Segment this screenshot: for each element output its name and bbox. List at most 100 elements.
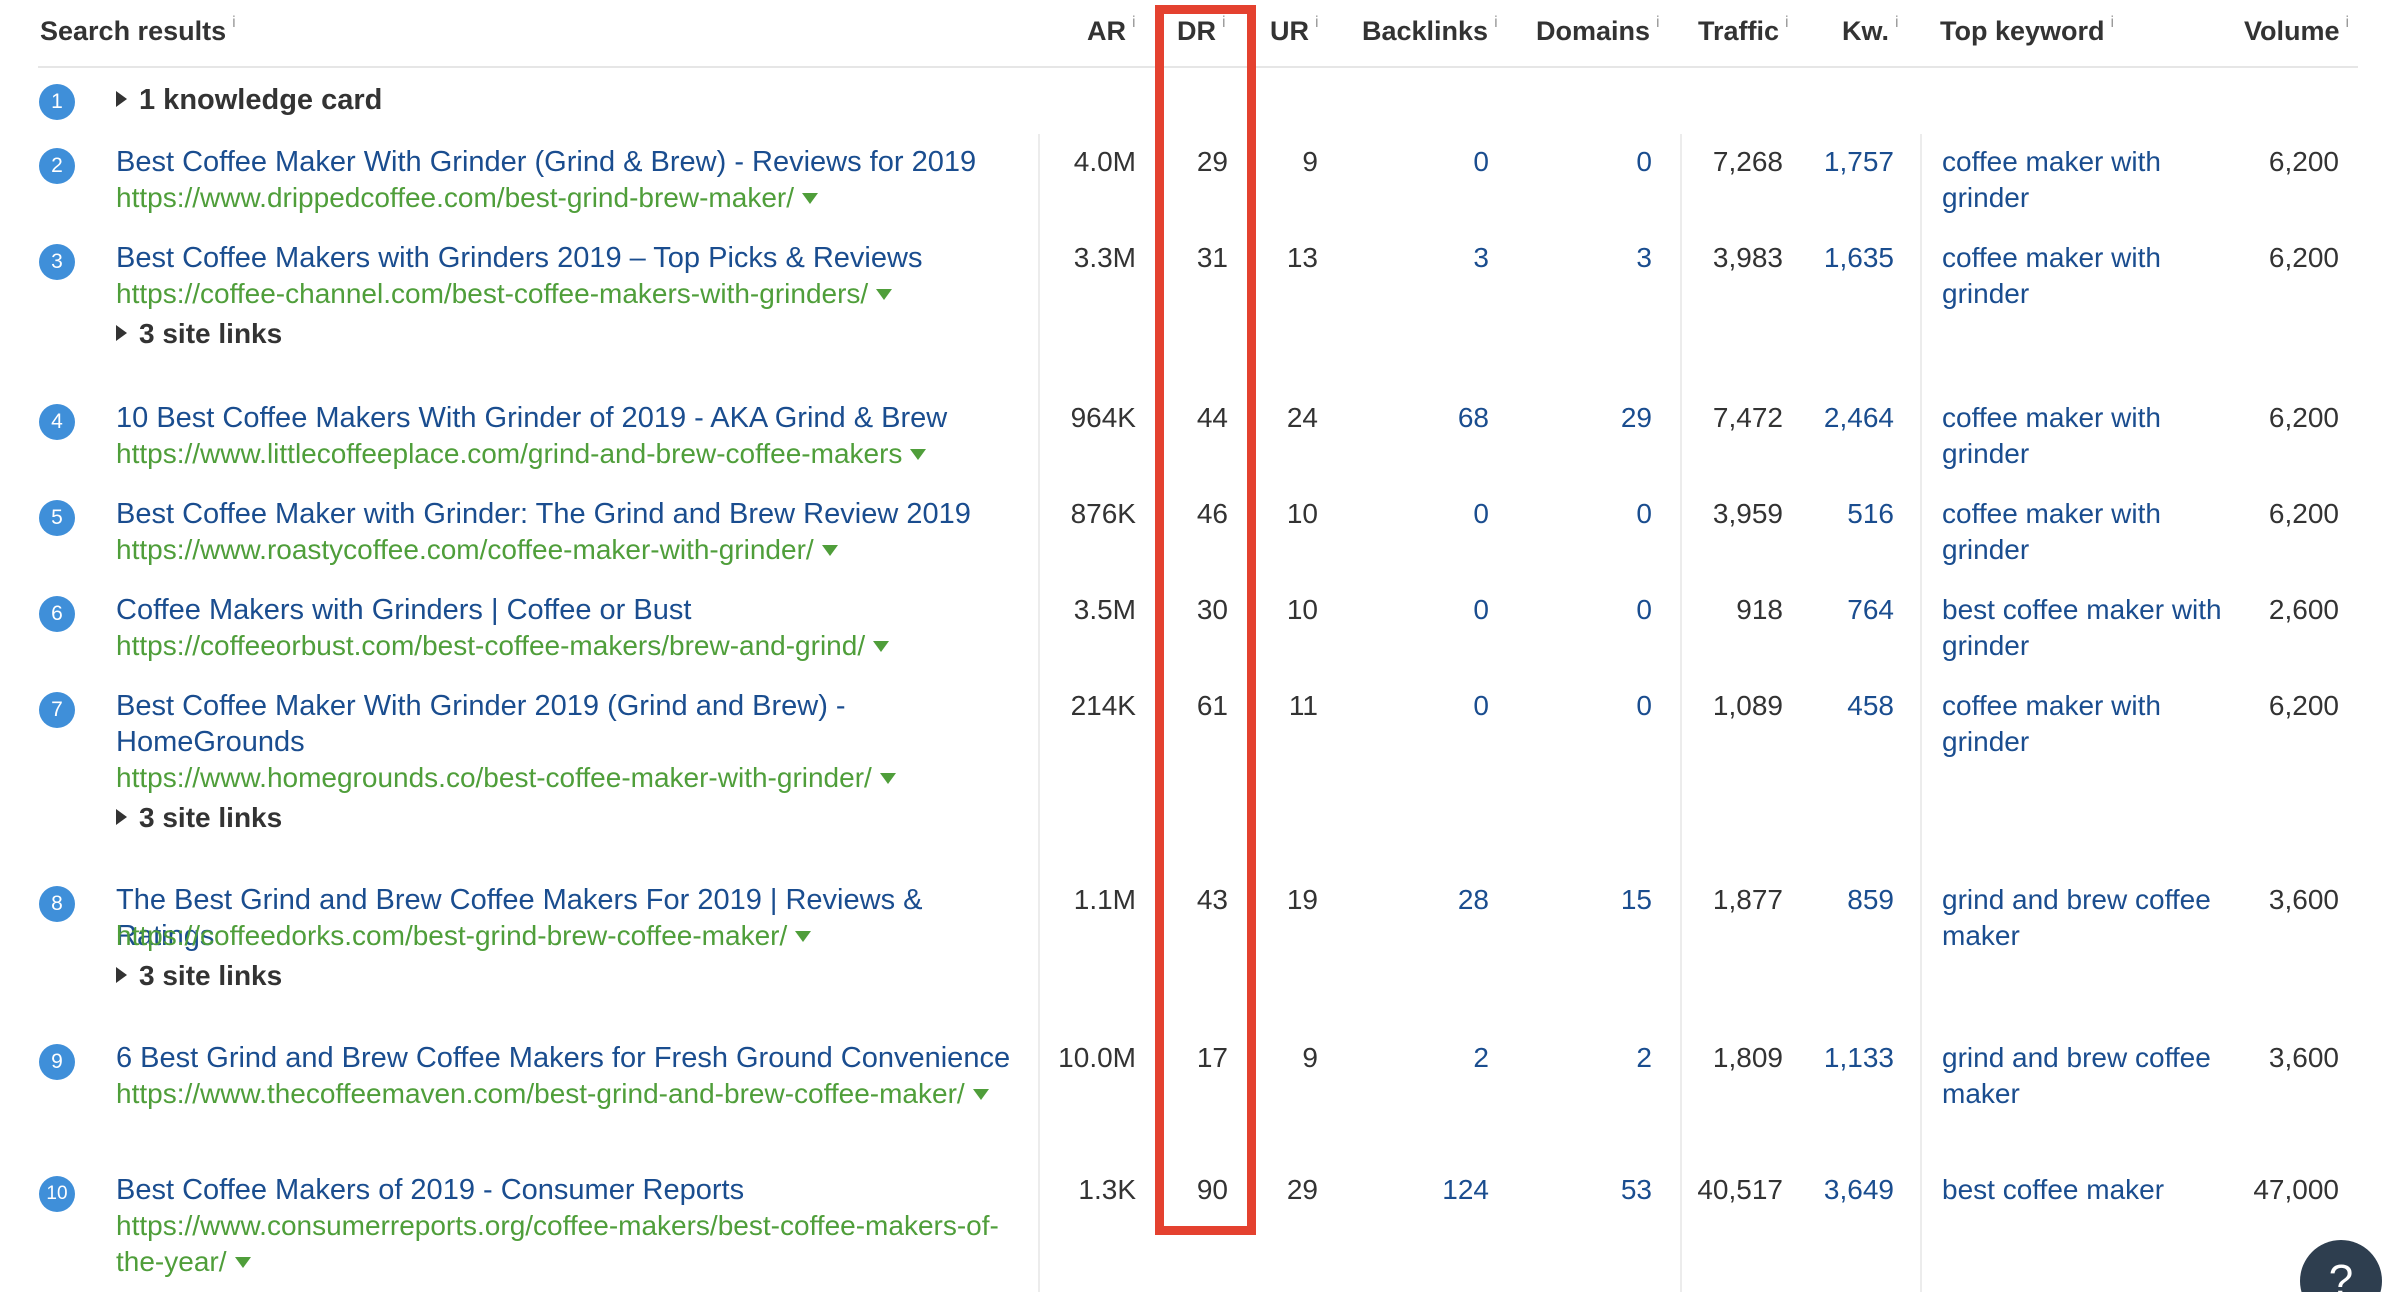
url-dropdown-icon[interactable] xyxy=(234,1257,251,1268)
backlinks-link[interactable]: 0 xyxy=(1473,594,1489,625)
keywords-link[interactable]: 458 xyxy=(1847,690,1894,721)
top-keyword-link[interactable]: coffee maker with grinder xyxy=(1942,242,2161,309)
header-backlinks[interactable]: Backlinks i xyxy=(1362,14,1498,46)
domains-link[interactable]: 2 xyxy=(1636,1042,1652,1073)
keywords-link[interactable]: 859 xyxy=(1847,884,1894,915)
result-url-link[interactable]: https://coffeedorks.com/best-grind-brew-… xyxy=(116,918,1016,954)
backlinks-link[interactable]: 0 xyxy=(1473,498,1489,529)
site-links-toggle[interactable]: 3 site links xyxy=(116,318,282,350)
url-dropdown-icon[interactable] xyxy=(876,289,893,300)
url-dropdown-icon[interactable] xyxy=(879,773,896,784)
backlinks-link[interactable]: 0 xyxy=(1473,690,1489,721)
header-top-keyword[interactable]: Top keyword i xyxy=(1940,14,2115,46)
top-keyword-link[interactable]: best coffee maker xyxy=(1942,1174,2165,1205)
result-title-link[interactable]: 10 Best Coffee Makers With Grinder of 20… xyxy=(116,402,948,434)
info-icon[interactable]: i xyxy=(1895,14,1899,31)
result-url-link[interactable]: https://www.consumerreports.org/coffee-m… xyxy=(116,1208,1016,1280)
result-url-link[interactable]: https://www.drippedcoffee.com/best-grind… xyxy=(116,180,1016,216)
keywords-link[interactable]: 2,464 xyxy=(1823,402,1894,433)
result-url-link[interactable]: https://www.homegrounds.co/best-coffee-m… xyxy=(116,760,1016,796)
top-keyword-link[interactable]: coffee maker with grinder xyxy=(1942,498,2161,565)
backlinks-link[interactable]: 68 xyxy=(1457,402,1489,433)
header-traffic[interactable]: Traffic i xyxy=(1698,14,1789,46)
backlinks-link[interactable]: 0 xyxy=(1473,146,1489,177)
result-title-link[interactable]: Best Coffee Maker With Grinder 2019 (Gri… xyxy=(116,690,846,758)
site-links-toggle[interactable]: 3 site links xyxy=(116,802,282,834)
info-icon[interactable]: i xyxy=(1132,14,1136,31)
domains-link[interactable]: 0 xyxy=(1636,498,1652,529)
domains-link[interactable]: 0 xyxy=(1636,594,1652,625)
header-kw[interactable]: Kw. i xyxy=(1842,14,1899,46)
keywords-link[interactable]: 1,133 xyxy=(1823,1042,1894,1073)
result-url-link[interactable]: https://coffee-channel.com/best-coffee-m… xyxy=(116,276,1016,312)
domains-link[interactable]: 53 xyxy=(1620,1174,1652,1205)
result-url-text: https://www.littlecoffeeplace.com/grind-… xyxy=(116,438,903,469)
info-icon[interactable]: i xyxy=(1494,14,1498,31)
ur-value: 29 xyxy=(1286,1174,1318,1205)
help-button[interactable]: ? xyxy=(2300,1240,2382,1292)
keywords-link[interactable]: 3,649 xyxy=(1823,1174,1894,1205)
result-title-link[interactable]: 6 Best Grind and Brew Coffee Makers for … xyxy=(116,1042,1011,1074)
url-dropdown-icon[interactable] xyxy=(821,545,838,556)
url-dropdown-icon[interactable] xyxy=(910,449,927,460)
domains-link[interactable]: 0 xyxy=(1636,146,1652,177)
traffic-value: 3,983 xyxy=(1712,242,1783,273)
backlinks-link[interactable]: 28 xyxy=(1457,884,1489,915)
info-icon[interactable]: i xyxy=(1315,14,1319,31)
header-dr[interactable]: DR i xyxy=(1177,14,1226,46)
url-dropdown-icon[interactable] xyxy=(795,931,812,942)
site-links-toggle[interactable]: 3 site links xyxy=(116,960,282,992)
domains-link[interactable]: 15 xyxy=(1620,884,1652,915)
volume-value: 3,600 xyxy=(2268,884,2339,915)
url-dropdown-icon[interactable] xyxy=(873,641,890,652)
header-ar[interactable]: AR i xyxy=(1087,14,1136,46)
result-title-link[interactable]: The Best Grind and Brew Coffee Makers Fo… xyxy=(116,884,923,952)
backlinks-link[interactable]: 3 xyxy=(1473,242,1489,273)
url-dropdown-icon[interactable] xyxy=(972,1089,989,1100)
top-keyword-link[interactable]: grind and brew coffee maker xyxy=(1942,884,2211,951)
header-volume[interactable]: Volume i xyxy=(2244,14,2350,46)
result-url-link[interactable]: https://www.thecoffeemaven.com/best-grin… xyxy=(116,1076,1016,1112)
keywords-link[interactable]: 1,635 xyxy=(1823,242,1894,273)
ur-value: 24 xyxy=(1286,402,1318,433)
info-icon[interactable]: i xyxy=(1222,14,1226,31)
volume-value: 3,600 xyxy=(2268,1042,2339,1073)
backlinks-link[interactable]: 2 xyxy=(1473,1042,1489,1073)
info-icon[interactable]: i xyxy=(1656,14,1660,31)
result-url-link[interactable]: https://coffeeorbust.com/best-coffee-mak… xyxy=(116,628,1016,664)
result-title-link[interactable]: Best Coffee Makers of 2019 - Consumer Re… xyxy=(116,1174,745,1206)
ur-value: 9 xyxy=(1302,1042,1318,1073)
knowledge-card-toggle[interactable]: 1 knowledge card xyxy=(116,84,382,117)
url-dropdown-icon[interactable] xyxy=(802,193,818,204)
result-title-link[interactable]: Best Coffee Makers with Grinders 2019 – … xyxy=(116,242,923,274)
info-icon[interactable]: i xyxy=(1785,14,1789,31)
dr-column-highlight xyxy=(1155,5,1256,1235)
info-icon[interactable]: i xyxy=(232,14,236,31)
result-title-link[interactable]: Best Coffee Maker with Grinder: The Grin… xyxy=(116,498,971,530)
top-keyword-link[interactable]: coffee maker with grinder xyxy=(1942,402,2161,469)
keywords-link[interactable]: 1,757 xyxy=(1823,146,1894,177)
keywords-link[interactable]: 764 xyxy=(1847,594,1894,625)
keywords-link[interactable]: 516 xyxy=(1847,498,1894,529)
top-keyword-link[interactable]: best coffee maker with grinder xyxy=(1942,594,2222,661)
dr-value: 30 xyxy=(1196,594,1228,625)
domains-link[interactable]: 0 xyxy=(1636,690,1652,721)
top-keyword-link[interactable]: coffee maker with grinder xyxy=(1942,146,2161,213)
traffic-value: 7,472 xyxy=(1712,402,1783,433)
expand-triangle-icon xyxy=(116,967,127,983)
header-search-results[interactable]: Search results i xyxy=(40,14,236,46)
top-keyword-link[interactable]: grind and brew coffee maker xyxy=(1942,1042,2211,1109)
domains-link[interactable]: 29 xyxy=(1620,402,1652,433)
result-title-link[interactable]: Best Coffee Maker With Grinder (Grind & … xyxy=(116,146,977,178)
domains-link[interactable]: 3 xyxy=(1636,242,1652,273)
traffic-value: 1,877 xyxy=(1712,884,1783,915)
top-keyword-link[interactable]: coffee maker with grinder xyxy=(1942,690,2161,757)
header-domains[interactable]: Domains i xyxy=(1536,14,1660,46)
info-icon[interactable]: i xyxy=(2110,14,2115,31)
result-url-link[interactable]: https://www.littlecoffeeplace.com/grind-… xyxy=(116,436,1016,472)
result-title-link[interactable]: Coffee Makers with Grinders | Coffee or … xyxy=(116,594,692,626)
info-icon[interactable]: i xyxy=(2345,14,2350,31)
backlinks-link[interactable]: 124 xyxy=(1442,1174,1489,1205)
result-url-link[interactable]: https://www.roastycoffee.com/coffee-make… xyxy=(116,532,1016,568)
header-ur[interactable]: UR i xyxy=(1270,14,1319,46)
